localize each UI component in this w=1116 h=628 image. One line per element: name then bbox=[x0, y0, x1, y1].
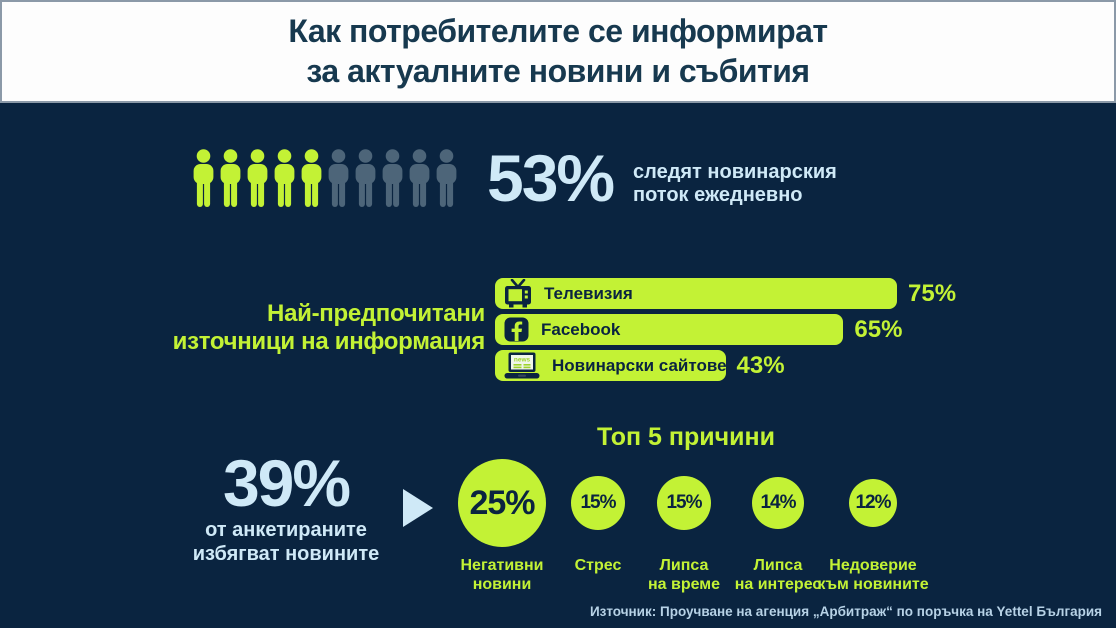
bar-label-facebook: Facebook bbox=[541, 319, 621, 339]
reason-label: Негативни новини bbox=[460, 557, 544, 594]
reason-label: Липса на време bbox=[647, 557, 721, 594]
reason-no-interest: 14% Липса на интерес bbox=[703, 455, 853, 594]
bar-television: Телевизия bbox=[495, 278, 897, 309]
bar-percent-television: 75% bbox=[908, 279, 957, 307]
person-icon bbox=[325, 148, 352, 210]
bar-row-news-sites: news Новинарски сайтове 43% bbox=[495, 350, 785, 381]
people-pictogram bbox=[190, 148, 460, 210]
bar-row-television: Телевизия 75% bbox=[495, 278, 956, 309]
person-icon bbox=[244, 148, 271, 210]
avoid-news-stat: 39% от анкетираните избягват новините bbox=[181, 450, 391, 566]
bar-row-facebook: Facebook 65% bbox=[495, 314, 902, 345]
reason-circle: 15% bbox=[657, 476, 711, 530]
bar-percent-news-sites: 43% bbox=[736, 351, 785, 379]
person-icon bbox=[190, 148, 217, 210]
reason-no-time: 15% Липса на време bbox=[609, 455, 759, 594]
person-icon bbox=[379, 148, 406, 210]
source-attribution: Източник: Проучване на агенция „Арбитраж… bbox=[589, 604, 1102, 619]
page-title-line1: Как потребителите се информират bbox=[288, 13, 828, 50]
person-icon bbox=[298, 148, 325, 210]
arrow-right-icon bbox=[403, 489, 433, 527]
reason-stress: 15% Стрес bbox=[523, 455, 673, 575]
reason-circle: 14% bbox=[752, 477, 804, 529]
reason-negative-news: 25% Негативни новини bbox=[427, 455, 577, 594]
daily-news-caption-line1: следят новинарския bbox=[633, 161, 837, 183]
facebook-icon bbox=[504, 317, 529, 342]
reason-label: Недоверие към новините bbox=[817, 557, 929, 594]
reason-label: Липса на интерес bbox=[734, 557, 822, 594]
daily-news-caption: следят новинарския поток ежедневно bbox=[633, 161, 837, 207]
svg-text:news: news bbox=[514, 357, 531, 364]
laptop-news-icon: news bbox=[504, 352, 540, 379]
person-icon bbox=[406, 148, 433, 210]
person-icon bbox=[271, 148, 298, 210]
bar-percent-facebook: 65% bbox=[854, 315, 903, 343]
reason-label: Стрес bbox=[574, 557, 622, 574]
reason-circle: 25% bbox=[458, 459, 546, 547]
avoid-news-caption-line1: от анкетираните bbox=[205, 519, 367, 541]
bar-label-television: Телевизия bbox=[544, 283, 633, 303]
avoid-news-percent: 39% bbox=[222, 446, 351, 520]
sources-label-line2: източници на информация bbox=[172, 328, 486, 356]
person-icon bbox=[217, 148, 244, 210]
sources-label: Най-предпочитани източници на информация bbox=[130, 300, 486, 357]
avoid-news-caption: от анкетираните избягват новините bbox=[181, 519, 391, 566]
sources-label-line1: Най-предпочитани bbox=[267, 300, 485, 327]
reason-distrust: 12% Недоверие към новините bbox=[798, 455, 948, 594]
header: Как потребителите се информират за актуа… bbox=[0, 0, 1116, 103]
reasons-heading: Топ 5 причини bbox=[597, 423, 775, 451]
person-icon bbox=[433, 148, 460, 210]
bar-facebook: Facebook bbox=[495, 314, 844, 345]
reason-circle: 15% bbox=[571, 476, 625, 530]
daily-news-percent: 53% bbox=[487, 141, 615, 215]
person-icon bbox=[352, 148, 379, 210]
bar-label-news-sites: Новинарски сайтове bbox=[552, 355, 727, 375]
bar-news-sites: news Новинарски сайтове bbox=[495, 350, 727, 381]
tv-icon bbox=[505, 279, 531, 308]
avoid-news-caption-line2: избягват новините bbox=[192, 542, 380, 565]
page-title-line2: за актуалните новини и събития bbox=[306, 52, 810, 89]
reason-circle: 12% bbox=[849, 479, 897, 527]
daily-news-caption-line2: поток ежедневно bbox=[633, 184, 803, 206]
